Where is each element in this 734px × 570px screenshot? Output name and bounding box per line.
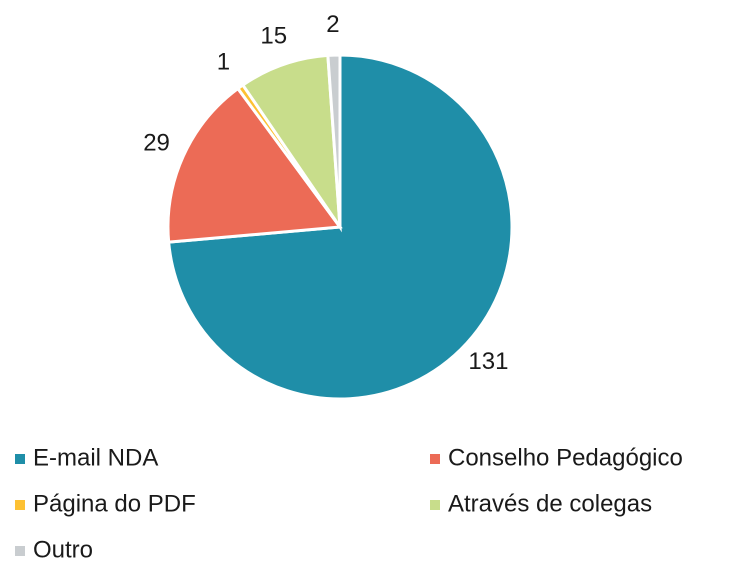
data-label: 15 [260,22,287,49]
legend-label: Conselho Pedagógico [448,444,683,471]
legend-label: Através de colegas [448,490,652,517]
legend-swatch [15,546,25,556]
data-label: 131 [468,348,508,375]
legend-swatch [15,454,25,464]
legend-swatch [430,454,440,464]
pie-slice [326,53,342,228]
data-label: 29 [143,130,170,157]
data-label: 1 [217,48,230,75]
legend-label: Página do PDF [33,490,196,517]
legend-label: Outro [33,536,93,563]
legend-swatch [430,500,440,510]
pie-slice [166,86,343,244]
data-label: 2 [326,11,339,38]
pie-slice [240,53,342,233]
legend-label: E-mail NDA [33,444,158,471]
legend-swatch [15,500,25,510]
